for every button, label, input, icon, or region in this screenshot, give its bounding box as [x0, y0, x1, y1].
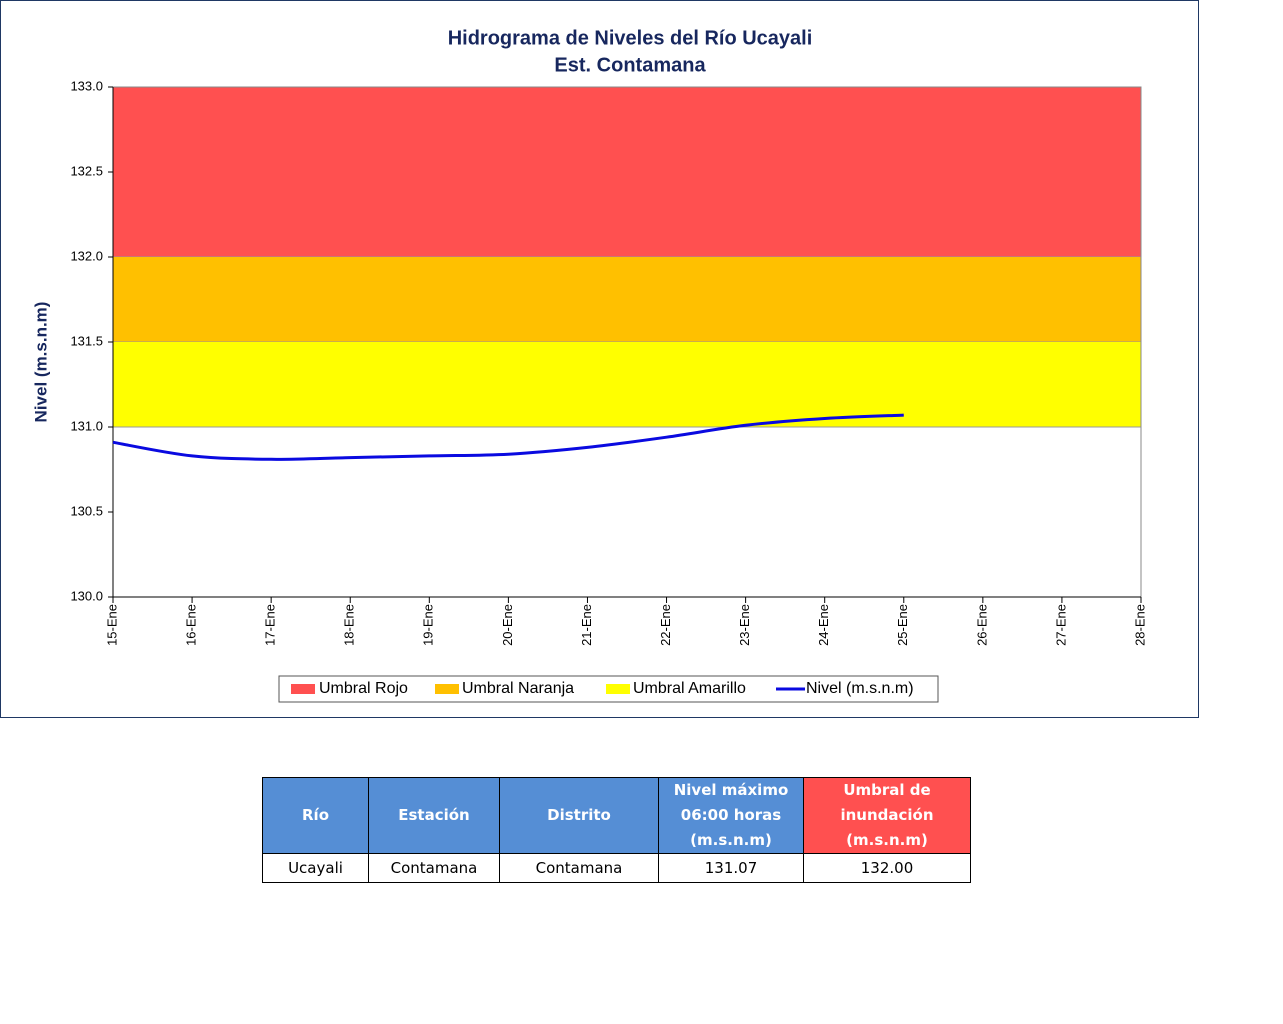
legend-label: Umbral Rojo [319, 680, 408, 697]
x-tick-label: 23-Ene [737, 604, 752, 646]
x-tick-label: 16-Ene [184, 604, 199, 646]
x-tick-label: 21-Ene [579, 604, 594, 646]
legend-label: Nivel (m.s.n.m) [806, 680, 914, 697]
header-line: (m.s.n.m) [846, 831, 928, 849]
legend-swatch [291, 684, 315, 694]
x-tick-label: 19-Ene [421, 604, 436, 646]
header-row: Río Estación Distrito Nivel máximo 06:00 hor… [262, 777, 971, 854]
x-tick-label: 28-Ene [1132, 604, 1147, 646]
y-tick-label: 133.0 [70, 78, 103, 93]
x-tick-label: 17-Ene [263, 604, 278, 646]
header-line: Nivel máximo [673, 781, 789, 799]
header-cell: Río [262, 777, 369, 854]
x-tick-label: 27-Ene [1053, 604, 1068, 646]
y-tick-label: 132.0 [70, 248, 103, 263]
header-line: Umbral de [843, 781, 931, 799]
threshold-band [113, 87, 1141, 257]
y-tick-label: 130.5 [70, 503, 103, 518]
header-line: 06:00 horas [680, 806, 782, 824]
header-cell: Umbral de inundación (m.s.n.m) [803, 777, 971, 854]
chart-subtitle: Est. Contamana [554, 54, 706, 76]
x-tick-label: 20-Ene [500, 604, 515, 646]
legend-label: Umbral Naranja [462, 680, 574, 697]
header-cell: Nivel máximo 06:00 horas (m.s.n.m) [658, 777, 804, 854]
table-cell: Ucayali [262, 853, 369, 883]
series-line [112, 413, 904, 461]
y-tick-label: 131.0 [70, 418, 103, 433]
header-line: inundación [840, 806, 934, 824]
header-line: Distrito [547, 806, 611, 824]
x-tick-label: 26-Ene [974, 604, 989, 646]
header-line: Río [302, 806, 329, 824]
x-tick-label: 25-Ene [895, 604, 910, 646]
chart: Hidrograma de Niveles del Río Ucayali Es… [0, 0, 1199, 718]
table-cell: 131.07 [658, 853, 804, 883]
x-tick-label: 15-Ene [104, 604, 119, 646]
header-line: (m.s.n.m) [690, 831, 772, 849]
threshold-band [113, 342, 1141, 427]
legend-swatch [435, 684, 459, 694]
x-tick-label: 24-Ene [816, 604, 831, 646]
x-tick-label: 18-Ene [342, 604, 357, 646]
y-tick-label: 131.5 [70, 333, 103, 348]
table-cell: Contamana [499, 853, 659, 883]
header-line: Estación [398, 806, 470, 824]
legend-label: Umbral Amarillo [633, 680, 746, 697]
header-cell: Estación [368, 777, 500, 854]
table-cell: Contamana [368, 853, 500, 883]
table-row: Ucayali Contamana Contamana 131.07 132.00 [262, 853, 971, 883]
y-tick-label: 132.5 [70, 163, 103, 178]
table: Río Estación Distrito Nivel máximo 06:00 hor… [262, 777, 971, 883]
y-tick-label: 130.0 [70, 588, 103, 603]
x-tick-label: 22-Ene [658, 604, 673, 646]
chart-title: Hidrograma de Niveles del Río Ucayali [448, 27, 813, 49]
threshold-band [113, 257, 1141, 342]
header-cell: Distrito [499, 777, 659, 854]
table-cell: 132.00 [803, 853, 971, 883]
legend-swatch [606, 684, 630, 694]
y-axis-label: Nivel (m.s.n.m) [31, 302, 50, 423]
